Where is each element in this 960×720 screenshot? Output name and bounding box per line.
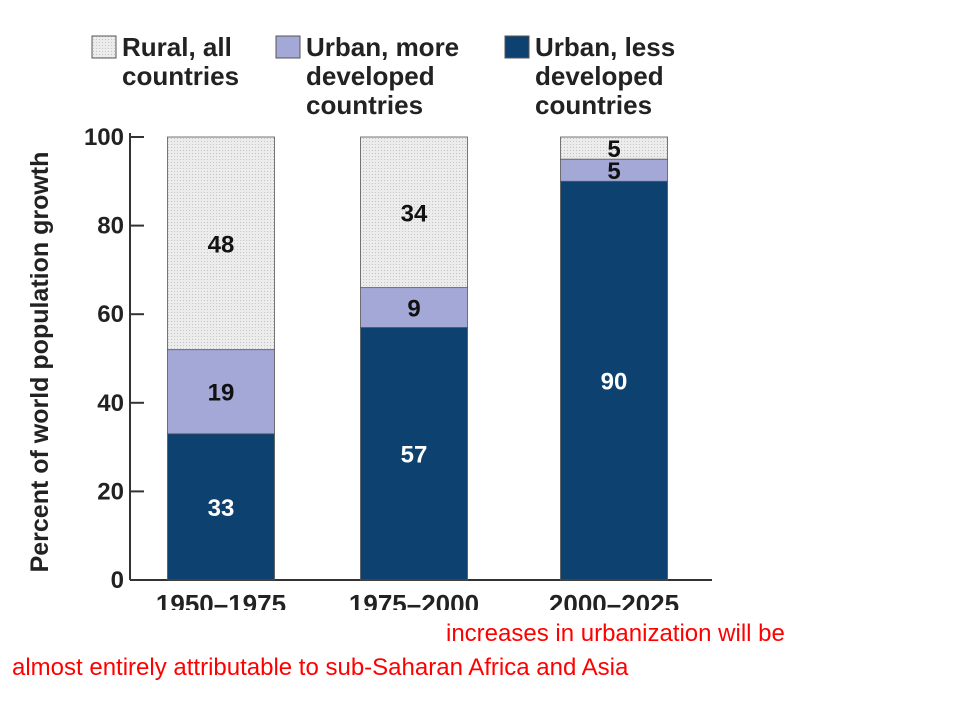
legend-swatch <box>504 35 530 59</box>
bar-value-label: 34 <box>401 200 428 227</box>
x-category-label: 2000–2025 <box>549 589 679 610</box>
x-category-label: 1950–1975 <box>156 589 286 610</box>
bar-segment <box>560 136 668 160</box>
bar-segment <box>360 136 468 289</box>
legend-label: countries <box>122 61 239 91</box>
bar-value-label: 48 <box>208 231 235 258</box>
y-tick-label: 20 <box>97 478 124 505</box>
legend-label: developed <box>306 61 435 91</box>
bar-value-label: 5 <box>607 158 620 185</box>
legend-label: countries <box>306 90 423 120</box>
bar-value-label: 90 <box>601 369 628 396</box>
bar-value-label: 57 <box>401 442 428 469</box>
y-tick-label: 80 <box>97 213 124 240</box>
legend-label: Rural, all <box>122 32 232 62</box>
y-tick-label: 0 <box>111 567 124 594</box>
bar-value-label: 33 <box>208 495 235 522</box>
bar-segment <box>360 327 468 581</box>
bar-value-label: 5 <box>607 136 620 163</box>
caption-line-2: almost entirely attributable to sub-Saha… <box>12 654 629 681</box>
bar-segment <box>360 287 468 328</box>
legend-swatch <box>91 35 117 59</box>
bar-segment <box>167 136 275 351</box>
x-category-label: 1975–2000 <box>349 589 479 610</box>
y-tick-label: 40 <box>97 390 124 417</box>
caption-line-1: increases in urbanization will be <box>446 620 785 647</box>
legend-label: Urban, less <box>535 32 675 62</box>
plot-area: 0 20 40 60 80 100 Percent of world population … <box>26 124 712 610</box>
y-tick-label: 60 <box>97 301 124 328</box>
legend-label: developed <box>535 61 664 91</box>
bar-value-label: 9 <box>407 296 420 323</box>
legend-swatch <box>275 35 301 59</box>
legend-label: countries <box>535 90 652 120</box>
bar-segment <box>167 349 275 435</box>
bar-segment <box>167 433 275 581</box>
y-axis-label: Percent of world population growth <box>26 152 54 573</box>
legend-label: Urban, more <box>306 32 459 62</box>
bar-value-label: 19 <box>208 380 235 407</box>
y-tick-label: 100 <box>84 124 124 151</box>
